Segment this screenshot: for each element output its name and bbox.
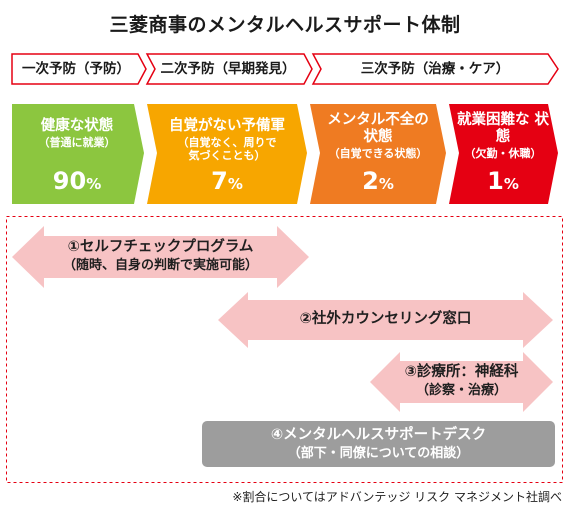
state-healthy-percent-value: 90 xyxy=(52,167,87,195)
program-clinic-name: ③診療所：神経科 xyxy=(404,364,519,380)
prevention-arrow-tertiary xyxy=(311,53,559,85)
diagram-title: 三菱商事のメンタルヘルスサポート体制 xyxy=(109,14,461,36)
state-disorder-percent-value: 2 xyxy=(362,167,379,195)
state-reserve-label: 自覚がない予備軍 xyxy=(169,118,285,134)
state-chevron-disorder xyxy=(310,104,446,204)
program-self-check: ①セルフチェックプログラム （随時、自身の判断で実施可能） xyxy=(44,238,277,275)
program-clinic: ③診療所：神経科 （診察・治療） xyxy=(400,363,523,400)
program-support-desk: ④メンタルヘルスサポートデスク （部下・同僚についての相談） xyxy=(202,421,555,467)
state-difficulty-percent-unit: % xyxy=(503,175,519,193)
state-difficulty: 就業困難な 状態 （欠勤・休職） xyxy=(452,106,554,204)
state-chevron-reserve xyxy=(147,104,307,204)
state-disorder-percent-unit: % xyxy=(378,175,394,193)
state-disorder: メンタル不全の 状態 （自覚できる状態） xyxy=(314,106,442,204)
state-difficulty-sub: （欠勤・休職） xyxy=(464,147,542,160)
state-reserve-percent-value: 7 xyxy=(211,167,228,195)
prevention-label-secondary: 二次予防（早期発見） xyxy=(160,61,296,77)
state-disorder-label: メンタル不全の 状態 xyxy=(327,112,429,145)
state-healthy: 健康な状態 （普通に就業） xyxy=(14,106,140,204)
state-reserve-percent: 7% xyxy=(152,168,302,197)
prevention-arrow-secondary xyxy=(145,53,313,85)
support-dashed-frame xyxy=(6,216,563,483)
state-difficulty-percent-value: 1 xyxy=(487,167,504,195)
state-difficulty-label: 就業困難な 状態 xyxy=(456,112,550,145)
state-healthy-label: 健康な状態 xyxy=(40,118,114,134)
program-arrow-counseling xyxy=(218,292,553,348)
state-reserve: 自覚がない予備軍 （自覚なく、周りで 気づくことも） xyxy=(152,106,302,204)
program-arrow-self-check xyxy=(12,226,309,288)
prevention-label-primary: 一次予防（予防） xyxy=(22,61,130,77)
prevention-label-tertiary: 三次予防（治療・ケア） xyxy=(360,61,510,77)
state-disorder-sub: （自覚できる状態） xyxy=(328,147,428,160)
state-healthy-percent-unit: % xyxy=(86,175,102,193)
state-healthy-sub: （普通に就業） xyxy=(38,136,116,149)
program-clinic-detail: （診察・治療） xyxy=(415,383,507,398)
program-counseling: ②社外カウンセリング窓口 xyxy=(248,310,523,329)
footnote: ※割合についてはアドバンテッジ リスク マネジメント社調べ xyxy=(232,490,562,504)
program-support-desk-detail: （部下・同僚についての相談） xyxy=(287,446,470,461)
state-difficulty-percent: 1% xyxy=(452,168,554,197)
state-healthy-percent: 90% xyxy=(14,168,140,197)
state-disorder-percent: 2% xyxy=(314,168,442,197)
program-self-check-name: ①セルフチェックプログラム xyxy=(67,239,254,255)
state-reserve-sub: （自覚なく、周りで 気づくことも） xyxy=(177,136,277,162)
state-reserve-percent-unit: % xyxy=(227,175,243,193)
state-chevrons xyxy=(12,104,558,204)
program-counseling-name: ②社外カウンセリング窓口 xyxy=(299,311,472,327)
prevention-arrows xyxy=(11,53,559,85)
state-chevron-healthy xyxy=(12,104,144,204)
prevention-arrow-primary xyxy=(11,53,147,85)
program-arrow-clinic xyxy=(370,352,553,412)
program-self-check-detail: （随時、自身の判断で実施可能） xyxy=(62,258,258,273)
program-support-desk-name: ④メンタルヘルスサポートデスク xyxy=(270,427,487,443)
state-chevron-difficulty xyxy=(449,104,558,204)
